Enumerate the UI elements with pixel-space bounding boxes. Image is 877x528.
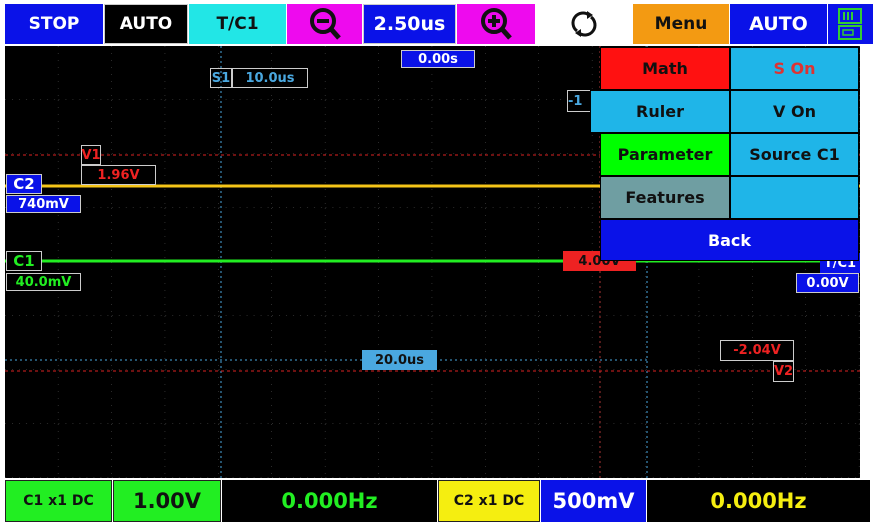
- refresh-button[interactable]: [536, 4, 632, 44]
- c1-scale-button[interactable]: 1.00V: [113, 480, 221, 522]
- delta-t-value: 20.0us: [362, 350, 437, 370]
- c1-offset: 40.0mV: [6, 273, 81, 291]
- menu-s-on[interactable]: S On: [730, 47, 859, 90]
- v1-label: V1: [81, 145, 101, 165]
- menu-ruler[interactable]: Ruler: [590, 90, 730, 133]
- zoom-in-button[interactable]: [457, 4, 535, 44]
- menu-parameter[interactable]: Parameter: [600, 133, 730, 176]
- stop-button[interactable]: STOP: [5, 4, 103, 44]
- menu-button[interactable]: Menu: [633, 4, 729, 44]
- battery-indicator: [828, 4, 873, 44]
- c2-frequency: 0.000Hz: [647, 480, 870, 522]
- trigger-value-label: 0.00V: [796, 273, 859, 293]
- menu-features[interactable]: Features: [600, 176, 730, 219]
- v2-label: V2: [773, 361, 794, 382]
- trigger-mode-button[interactable]: AUTO: [104, 4, 188, 44]
- c2-marker[interactable]: C2: [6, 174, 42, 194]
- c1-coupling-button[interactable]: C1 x1 DC: [5, 480, 112, 522]
- c2-coupling-button[interactable]: C2 x1 DC: [438, 480, 540, 522]
- s1-label: S1: [210, 68, 232, 88]
- timebase-display[interactable]: 2.50us: [363, 4, 456, 44]
- menu-back[interactable]: Back: [600, 219, 859, 261]
- zoom-in-icon: [481, 8, 512, 40]
- trigger-source-button[interactable]: T/C1: [189, 4, 286, 44]
- zoom-out-button[interactable]: [287, 4, 362, 44]
- menu-source[interactable]: Source C1: [730, 133, 859, 176]
- battery-icon: [837, 8, 862, 40]
- s1-value: 10.0us: [232, 68, 308, 88]
- menu-math[interactable]: Math: [600, 47, 730, 90]
- menu-empty[interactable]: [730, 176, 859, 219]
- menu-v-on[interactable]: V On: [730, 90, 859, 133]
- zoom-out-icon: [309, 8, 341, 40]
- auto-button[interactable]: AUTO: [730, 4, 827, 44]
- v2-value: -2.04V: [720, 340, 794, 361]
- time-offset-label: 0.00s: [401, 50, 475, 68]
- c2-offset: 740mV: [6, 195, 81, 213]
- v1-value: 1.96V: [81, 165, 156, 185]
- c2-scale-button[interactable]: 500mV: [541, 480, 646, 522]
- c1-frequency: 0.000Hz: [222, 480, 437, 522]
- refresh-icon: [571, 11, 597, 37]
- c1-marker[interactable]: C1: [6, 251, 42, 271]
